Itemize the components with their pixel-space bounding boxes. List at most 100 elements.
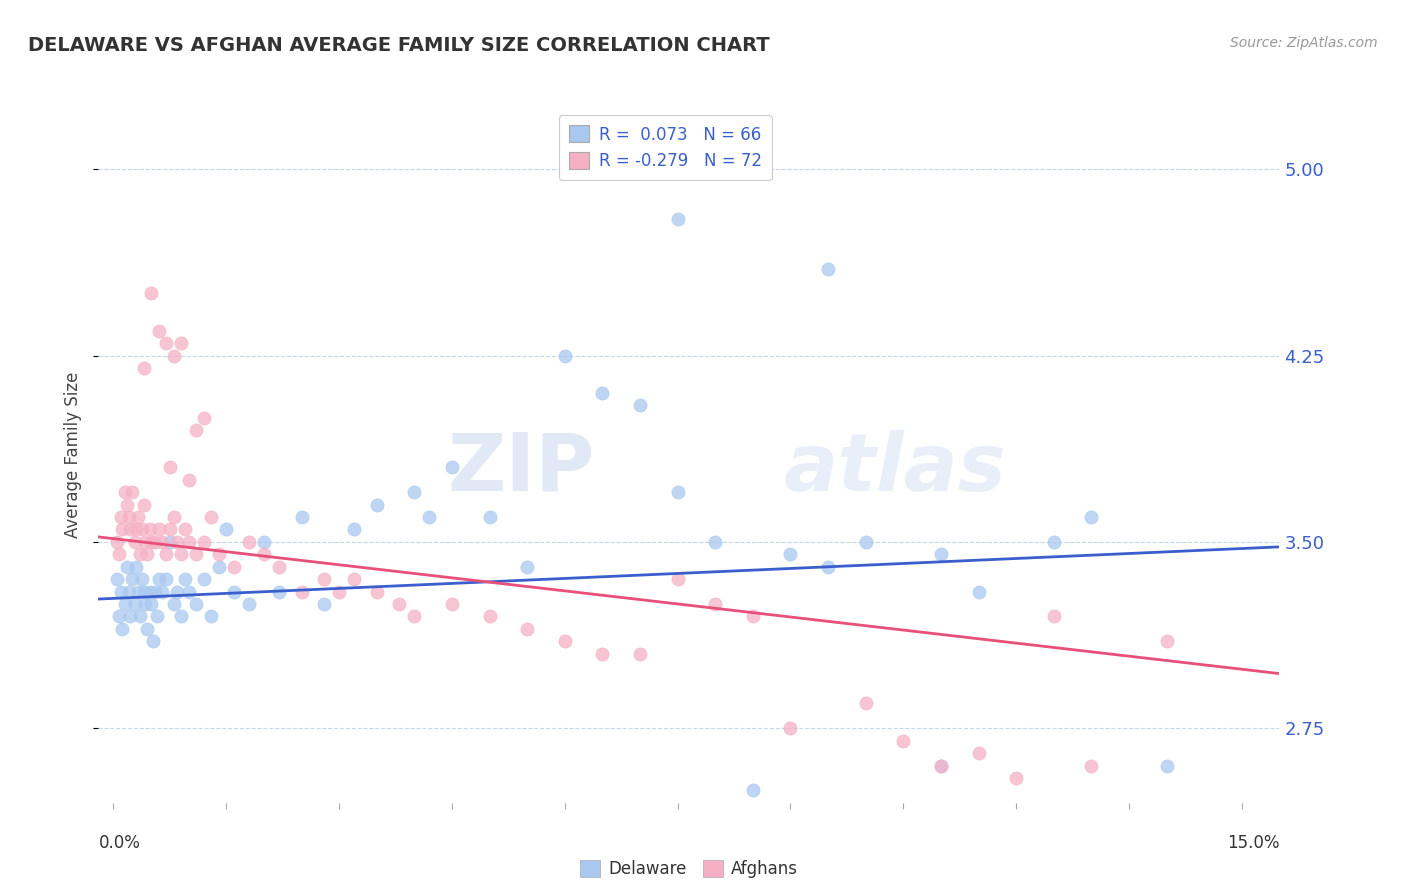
Point (139, 597, 162, 611)
Point (591, 647, 613, 661)
Point (114, 597, 136, 611)
Point (139, 286, 162, 301)
Point (267, 559, 290, 574)
Point (174, 523, 197, 537)
Point (628, 647, 651, 661)
Point (929, 547, 952, 561)
Point (1156, 758, 1178, 772)
Point (404, 609, 426, 624)
Point (366, 498, 388, 512)
Point (193, 410, 215, 425)
Point (200, 510, 222, 524)
Point (366, 584, 388, 599)
Point (1080, 758, 1102, 772)
Point (440, 597, 463, 611)
Point (855, 697, 877, 711)
Point (163, 349, 186, 363)
Point (174, 572, 197, 586)
Point (127, 510, 149, 524)
Point (704, 534, 727, 549)
Point (127, 584, 149, 599)
Point (929, 758, 952, 772)
Point (418, 510, 440, 524)
Point (138, 523, 160, 537)
Point (929, 758, 952, 772)
Point (290, 584, 312, 599)
Point (142, 634, 165, 648)
Point (148, 324, 170, 338)
Point (208, 559, 231, 574)
Point (146, 609, 169, 624)
Point (1080, 510, 1102, 524)
Text: DELAWARE VS AFGHAN AVERAGE FAMILY SIZE CORRELATION CHART: DELAWARE VS AFGHAN AVERAGE FAMILY SIZE C… (28, 36, 769, 54)
Point (177, 584, 200, 599)
Point (111, 523, 134, 537)
Point (132, 584, 155, 599)
Text: 15.0%: 15.0% (1227, 834, 1279, 852)
Point (143, 584, 166, 599)
Point (186, 597, 208, 611)
Point (121, 572, 143, 586)
Point (200, 609, 222, 624)
Point (314, 597, 336, 611)
Point (440, 460, 463, 475)
Point (134, 534, 156, 549)
Text: 0.0%: 0.0% (98, 834, 141, 852)
Point (215, 523, 238, 537)
Point (159, 534, 181, 549)
Point (741, 609, 763, 624)
Point (478, 609, 501, 624)
Text: Source: ZipAtlas.com: Source: ZipAtlas.com (1230, 36, 1378, 50)
Point (666, 485, 689, 500)
Point (136, 547, 159, 561)
Point (155, 572, 177, 586)
Point (108, 609, 131, 624)
Point (150, 534, 173, 549)
Point (170, 547, 193, 561)
Point (628, 398, 651, 412)
Point (238, 597, 260, 611)
Point (134, 597, 156, 611)
Point (166, 534, 188, 549)
Point (108, 547, 131, 561)
Point (136, 622, 159, 636)
Point (118, 609, 141, 624)
Point (554, 349, 576, 363)
Point (124, 597, 146, 611)
Point (343, 572, 366, 586)
Point (148, 572, 170, 586)
Point (166, 584, 188, 599)
Point (779, 721, 801, 735)
Point (155, 547, 177, 561)
Point (114, 485, 136, 500)
Point (163, 597, 186, 611)
Point (131, 523, 153, 537)
Point (177, 473, 200, 487)
Point (314, 572, 336, 586)
Point (193, 534, 215, 549)
Point (117, 510, 139, 524)
Point (132, 498, 155, 512)
Point (704, 597, 727, 611)
Y-axis label: Average Family Size: Average Family Size (65, 372, 83, 538)
Point (155, 336, 177, 351)
Point (132, 360, 155, 375)
Point (159, 460, 181, 475)
Point (138, 584, 160, 599)
Point (124, 534, 146, 549)
Point (891, 733, 914, 747)
Point (554, 634, 576, 648)
Legend: Delaware, Afghans: Delaware, Afghans (572, 854, 806, 885)
Point (967, 584, 990, 599)
Point (222, 584, 245, 599)
Point (125, 559, 148, 574)
Point (478, 510, 501, 524)
Point (1156, 634, 1178, 648)
Point (128, 609, 150, 624)
Point (855, 534, 877, 549)
Point (110, 510, 132, 524)
Point (253, 547, 276, 561)
Point (290, 510, 312, 524)
Point (817, 261, 839, 276)
Point (105, 534, 128, 549)
